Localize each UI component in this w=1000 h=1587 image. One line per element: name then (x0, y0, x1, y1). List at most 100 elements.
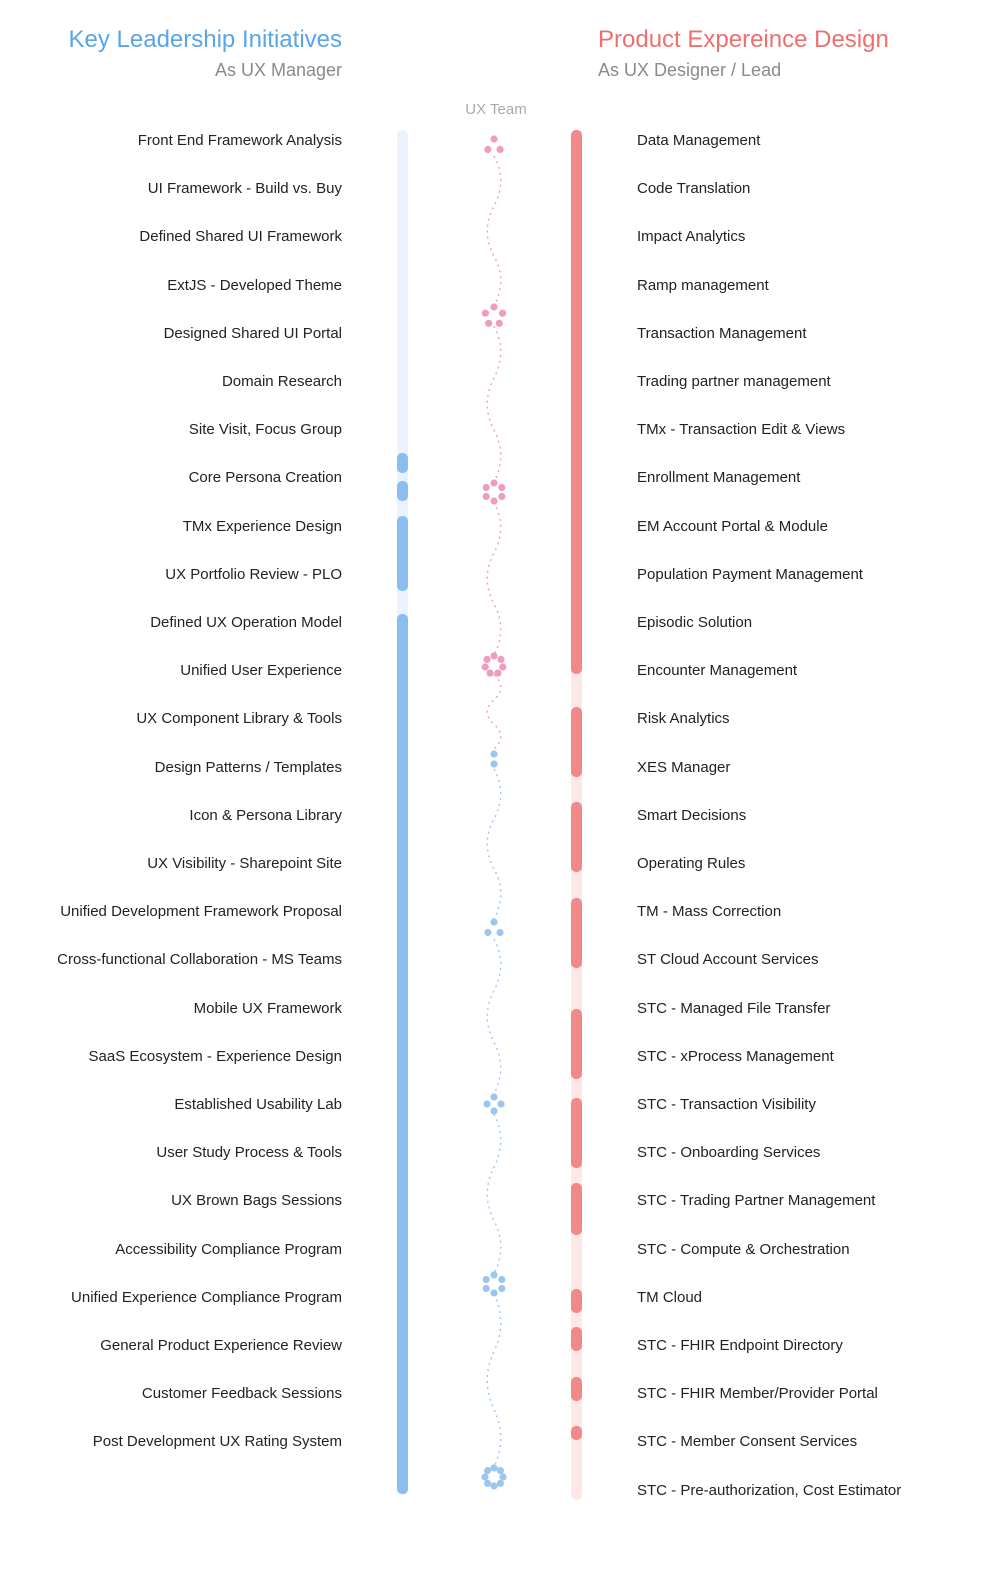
team-member-dot (496, 145, 504, 154)
team-member-dot (490, 1464, 498, 1472)
left-item: User Study Process & Tools (156, 1144, 342, 1162)
right-item: Ramp management (637, 276, 769, 294)
left-item: Defined Shared UI Framework (139, 228, 342, 246)
right-item: STC - xProcess Management (637, 1047, 834, 1065)
timeline-segment (397, 453, 408, 473)
right-item: TM Cloud (637, 1288, 703, 1306)
leadership-timeline-track (397, 130, 408, 1495)
left-item: Domain Research (221, 373, 342, 390)
team-cluster (481, 1464, 507, 1490)
left-item: Post Development UX Rating System (92, 1433, 342, 1451)
left-item: Mobile UX Framework (193, 999, 342, 1017)
team-member-dot (490, 479, 498, 487)
left-item: Unified Experience Compliance Program (71, 1288, 342, 1306)
right-item: Enrollment Management (637, 469, 801, 487)
left-item: Accessibility Compliance Program (115, 1240, 342, 1258)
team-path-line (486, 1293, 502, 1468)
left-section-subtitle: As UX Manager (214, 60, 342, 80)
left-item: Customer Feedback Sessions (141, 1385, 342, 1403)
team-member-dot (483, 655, 491, 664)
timeline-segment (397, 614, 408, 1494)
timeline-segment (571, 1183, 582, 1235)
right-item: Code Translation (637, 180, 751, 198)
team-member-dot (481, 663, 489, 671)
team-path-line (486, 325, 502, 483)
team-member-dot (499, 663, 507, 671)
left-item: Designed Shared UI Portal (163, 324, 342, 342)
team-member-dot (482, 1284, 490, 1293)
right-item: STC - FHIR Member/Provider Portal (637, 1385, 878, 1403)
right-item: Trading partner management (637, 373, 831, 390)
team-member-dot (490, 1093, 498, 1101)
team-member-dot (482, 492, 490, 501)
right-item: STC - Managed File Transfer (637, 999, 831, 1017)
team-member-dot (497, 655, 505, 664)
team-cluster (481, 303, 507, 327)
timeline-segment (397, 481, 408, 501)
right-item: STC - Pre-authorization, Cost Estimator (637, 1481, 902, 1499)
design-timeline-track (571, 130, 582, 1500)
left-item: Unified Development Framework Proposal (60, 903, 342, 921)
team-member-dot (490, 652, 498, 660)
left-item: General Product Experience Review (100, 1337, 342, 1354)
team-member-dot (490, 1271, 498, 1279)
team-member-dot (481, 1473, 489, 1481)
left-item: Design Patterns / Templates (154, 758, 342, 776)
team-path-line (486, 1113, 502, 1275)
team-member-dot (481, 309, 489, 317)
team-member-dot (482, 483, 490, 492)
right-item: STC - Member Consent Services (637, 1433, 858, 1451)
right-item: STC - Trading Partner Management (637, 1192, 876, 1210)
left-item: Site Visit, Focus Group (188, 421, 342, 439)
left-item: Cross-functional Collaboration - MS Team… (57, 951, 342, 969)
timeline-segment (571, 802, 582, 872)
team-member-dot (490, 1482, 498, 1490)
team-member-dot (490, 918, 498, 926)
team-member-dot (498, 492, 506, 501)
team-member-dot (499, 1473, 507, 1481)
team-member-dot (484, 145, 492, 154)
left-item: UX Visibility - Sharepoint Site (147, 855, 342, 872)
right-item: STC - Compute & Orchestration (637, 1240, 850, 1258)
team-member-dot (484, 928, 492, 937)
timeline-segment (571, 1377, 582, 1401)
team-cluster (490, 750, 498, 768)
team-member-dot (484, 1479, 492, 1487)
timeline-segment (571, 1426, 582, 1440)
timeline-segment (571, 130, 582, 674)
team-member-dot (490, 497, 498, 505)
team-path-line (486, 674, 502, 750)
team-member-dot (498, 1284, 506, 1293)
team-member-dot (490, 760, 498, 768)
team-member-dot (484, 1467, 492, 1475)
team-member-dot (490, 1107, 498, 1115)
left-item: Core Persona Creation (188, 469, 342, 487)
team-member-dot (490, 303, 498, 311)
right-item: ST Cloud Account Services (637, 951, 819, 969)
left-section-title: Key Leadership Initiatives (68, 26, 343, 53)
team-member-dot (496, 1479, 504, 1487)
right-item: Operating Rules (637, 855, 746, 872)
right-item: STC - FHIR Endpoint Directory (637, 1337, 843, 1354)
timeline-segment (571, 898, 582, 968)
team-member-dot (494, 669, 502, 677)
team-member-dot (496, 928, 504, 937)
team-member-dot (483, 1100, 491, 1108)
left-item: UX Brown Bags Sessions (171, 1192, 342, 1210)
team-cluster (484, 135, 504, 154)
left-item: SaaS Ecosystem - Experience Design (88, 1047, 342, 1065)
left-item: UI Framework - Build vs. Buy (147, 180, 342, 198)
timeline-segment (397, 516, 408, 591)
right-section-subtitle: As UX Designer / Lead (598, 60, 782, 80)
left-item: Defined UX Operation Model (150, 614, 342, 631)
team-member-dot (498, 483, 506, 492)
timeline-segment (571, 1009, 582, 1079)
team-member-dot (490, 135, 498, 143)
left-item: Front End Framework Analysis (137, 132, 342, 149)
right-item: STC - Onboarding Services (637, 1144, 821, 1162)
right-item: Transaction Management (637, 324, 807, 342)
ux-team-label: UX Team (465, 101, 527, 118)
left-item: Established Usability Lab (174, 1096, 342, 1113)
right-item: Encounter Management (637, 662, 798, 680)
